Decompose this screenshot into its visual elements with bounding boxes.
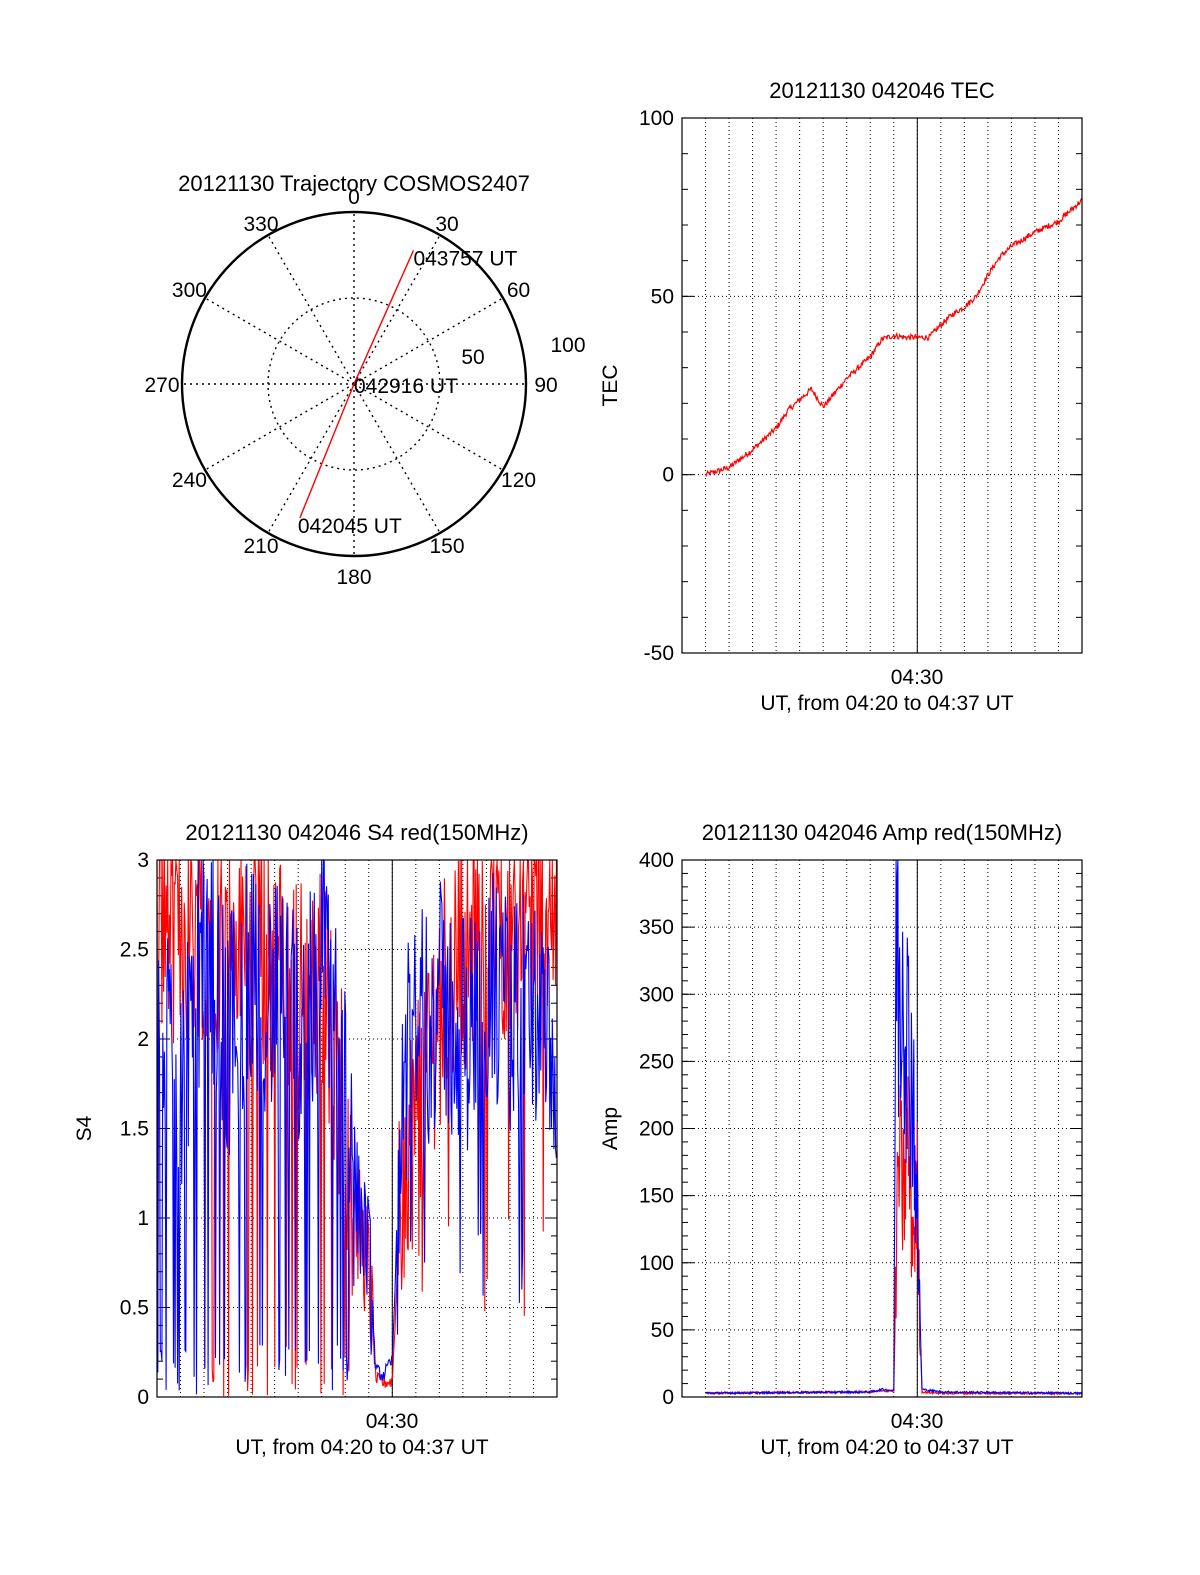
- plot-frame: [681, 859, 1083, 1398]
- polar-spoke: [204, 297, 355, 385]
- polar-angle-label: 60: [507, 279, 530, 302]
- polar-spoke: [353, 234, 441, 385]
- x-axis-label: UT, from 04:20 to 04:37 UT: [760, 692, 1013, 715]
- y-axis-label: TEC: [599, 365, 622, 407]
- y-tick-label: 0: [662, 464, 674, 487]
- x-tick-label: 04:30: [891, 666, 944, 689]
- polar-angle-label: 330: [243, 213, 278, 236]
- y-tick-label: 250: [639, 1050, 674, 1073]
- y-tick-label: 400: [639, 849, 674, 872]
- polar-angle-label: 180: [336, 566, 371, 589]
- polar-outer-circle: [180, 210, 528, 558]
- chart-title: 20121130 042046 Amp red(150MHz): [702, 820, 1062, 845]
- polar-title: 20121130 Trajectory COSMOS2407: [178, 171, 530, 196]
- x-tick-label: 04:30: [891, 1410, 944, 1433]
- polar-angle-label: 150: [429, 535, 464, 558]
- polar-spoke: [267, 234, 355, 385]
- y-tick-label: 300: [639, 983, 674, 1006]
- y-tick-label: 0: [662, 1386, 674, 1409]
- plot-frame: [156, 859, 558, 1398]
- polar-angle-label: 0: [348, 186, 360, 209]
- y-axis-label: S4: [73, 1115, 96, 1141]
- y-tick-label: 2: [137, 1028, 149, 1051]
- chart-title: 20121130 042046 S4 red(150MHz): [185, 820, 528, 845]
- x-tick-label: 04:30: [366, 1410, 419, 1433]
- y-axis-label: Amp: [599, 1107, 622, 1150]
- polar-angle-label: 90: [534, 374, 557, 397]
- y-tick-label: 1.5: [120, 1118, 149, 1141]
- y-tick-label: 350: [639, 916, 674, 939]
- y-tick-label: 1: [137, 1207, 149, 1230]
- x-axis-label: UT, from 04:20 to 04:37 UT: [235, 1436, 488, 1459]
- trajectory-line: [299, 250, 415, 519]
- polar-radial-label: 50: [461, 346, 484, 369]
- series-line-blue: [705, 859, 1083, 1396]
- polar-angle-label: 300: [172, 279, 207, 302]
- y-tick-label: 50: [651, 285, 674, 308]
- series-line-blue: [156, 858, 557, 1395]
- polar-angle-label: 120: [501, 469, 536, 492]
- x-axis-label: UT, from 04:20 to 04:37 UT: [760, 1436, 1013, 1459]
- amp-line-chart: 0 50 100 150 200 250 300 350 400 20121130 042046 …: [599, 820, 1083, 1459]
- y-tick-label: 150: [639, 1185, 674, 1208]
- chart-title: 20121130 042046 TEC: [769, 78, 995, 103]
- polar-angle-label: 270: [144, 374, 179, 397]
- tec-line-chart: -50 0 50 100 20121130 042046 TEC 04:30 UT, fro…: [599, 78, 1083, 715]
- polar-spoke: [353, 383, 441, 534]
- y-tick-label: 2.5: [120, 939, 149, 962]
- y-tick-label: -50: [644, 642, 674, 665]
- y-tick-label: 0: [137, 1386, 149, 1409]
- y-tick-label: 0.5: [120, 1297, 149, 1320]
- polar-angle-label: 30: [435, 213, 458, 236]
- polar-spoke: [353, 383, 504, 471]
- s4-line-chart: 0 0.5 1 1.5 2 2.5 3 20121130 042046 S4 red(150M…: [73, 820, 558, 1459]
- polar-spoke: [267, 383, 355, 534]
- y-tick-label: 100: [639, 107, 674, 130]
- trajectory-end-label: 043757 UT: [413, 247, 517, 270]
- polar-angle-label: 210: [243, 535, 278, 558]
- series-line-red: [704, 197, 1083, 478]
- plot-frame: [681, 117, 1083, 654]
- polar-spoke: [204, 383, 355, 471]
- y-tick-label: 100: [639, 1252, 674, 1275]
- y-tick-label: 200: [639, 1118, 674, 1141]
- trajectory-start-label: 042045 UT: [298, 515, 402, 538]
- polar-radial-label: 100: [550, 334, 585, 357]
- y-tick-label: 50: [651, 1319, 674, 1342]
- polar-spoke: [353, 297, 504, 385]
- trajectory-mid-label: 042916 UT: [354, 375, 458, 398]
- y-tick-label: 3: [137, 849, 149, 872]
- polar-angle-label: 240: [172, 469, 207, 492]
